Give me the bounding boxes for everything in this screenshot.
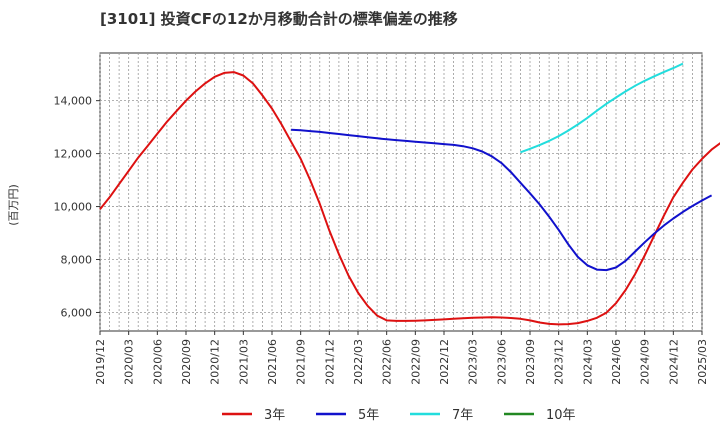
- y-tick-label: 14,000: [54, 95, 93, 108]
- x-tick-label: 2021/09: [295, 339, 308, 385]
- y-axis-label: (百万円): [7, 184, 20, 226]
- y-tick-label: 6,000: [61, 306, 93, 319]
- x-tick-label: 2020/06: [151, 339, 164, 385]
- y-tick-label: 8,000: [61, 254, 93, 267]
- x-tick-label: 2020/09: [180, 339, 193, 385]
- legend-label: 7年: [452, 408, 473, 423]
- y-tick-label: 12,000: [54, 148, 93, 161]
- legend-label: 3年: [264, 408, 285, 423]
- x-tick-label: 2025/03: [696, 339, 709, 385]
- x-tick-label: 2024/06: [610, 339, 623, 385]
- series-line: [99, 71, 720, 326]
- y-tick-label: 10,000: [54, 201, 93, 214]
- legend-label: 5年: [358, 408, 379, 423]
- x-tick-label: 2022/06: [381, 339, 394, 385]
- series-lines: [99, 62, 720, 326]
- legend: 3年 5年 7年 10年: [222, 408, 576, 423]
- x-tick-label: 2023/12: [553, 339, 566, 385]
- x-tick-label: 2024/09: [639, 339, 652, 385]
- x-tick-label: 2022/12: [438, 339, 451, 385]
- x-tick-label: 2021/03: [237, 339, 250, 385]
- x-tick-label: 2023/06: [495, 339, 508, 385]
- series-line: [520, 62, 684, 154]
- x-tick-label: 2022/03: [352, 339, 365, 385]
- x-axis: 2019/12 2020/03 2020/06 2020/09 2020/12 2021/…: [94, 331, 709, 385]
- grid: [99, 53, 703, 331]
- x-tick-label: 2023/09: [524, 339, 537, 385]
- plot-area: [99, 52, 703, 332]
- legend-label: 10年: [546, 408, 576, 423]
- x-tick-label: 2020/03: [123, 339, 136, 385]
- x-tick-label: 2024/12: [667, 339, 680, 385]
- y-axis: 6,000 8,000 10,000 12,000 14,000: [54, 95, 100, 319]
- x-tick-label: 2022/09: [409, 339, 422, 385]
- x-tick-label: 2020/12: [209, 339, 222, 385]
- x-tick-label: 2021/12: [323, 339, 336, 385]
- x-tick-label: 2021/06: [266, 339, 279, 385]
- chart-title: [3101] 投資CFの12か月移動合計の標準偏差の推移: [100, 10, 458, 28]
- series-line: [291, 128, 713, 272]
- x-tick-label: 2023/03: [467, 339, 480, 385]
- x-tick-label: 2019/12: [94, 339, 107, 385]
- x-tick-label: 2024/03: [581, 339, 594, 385]
